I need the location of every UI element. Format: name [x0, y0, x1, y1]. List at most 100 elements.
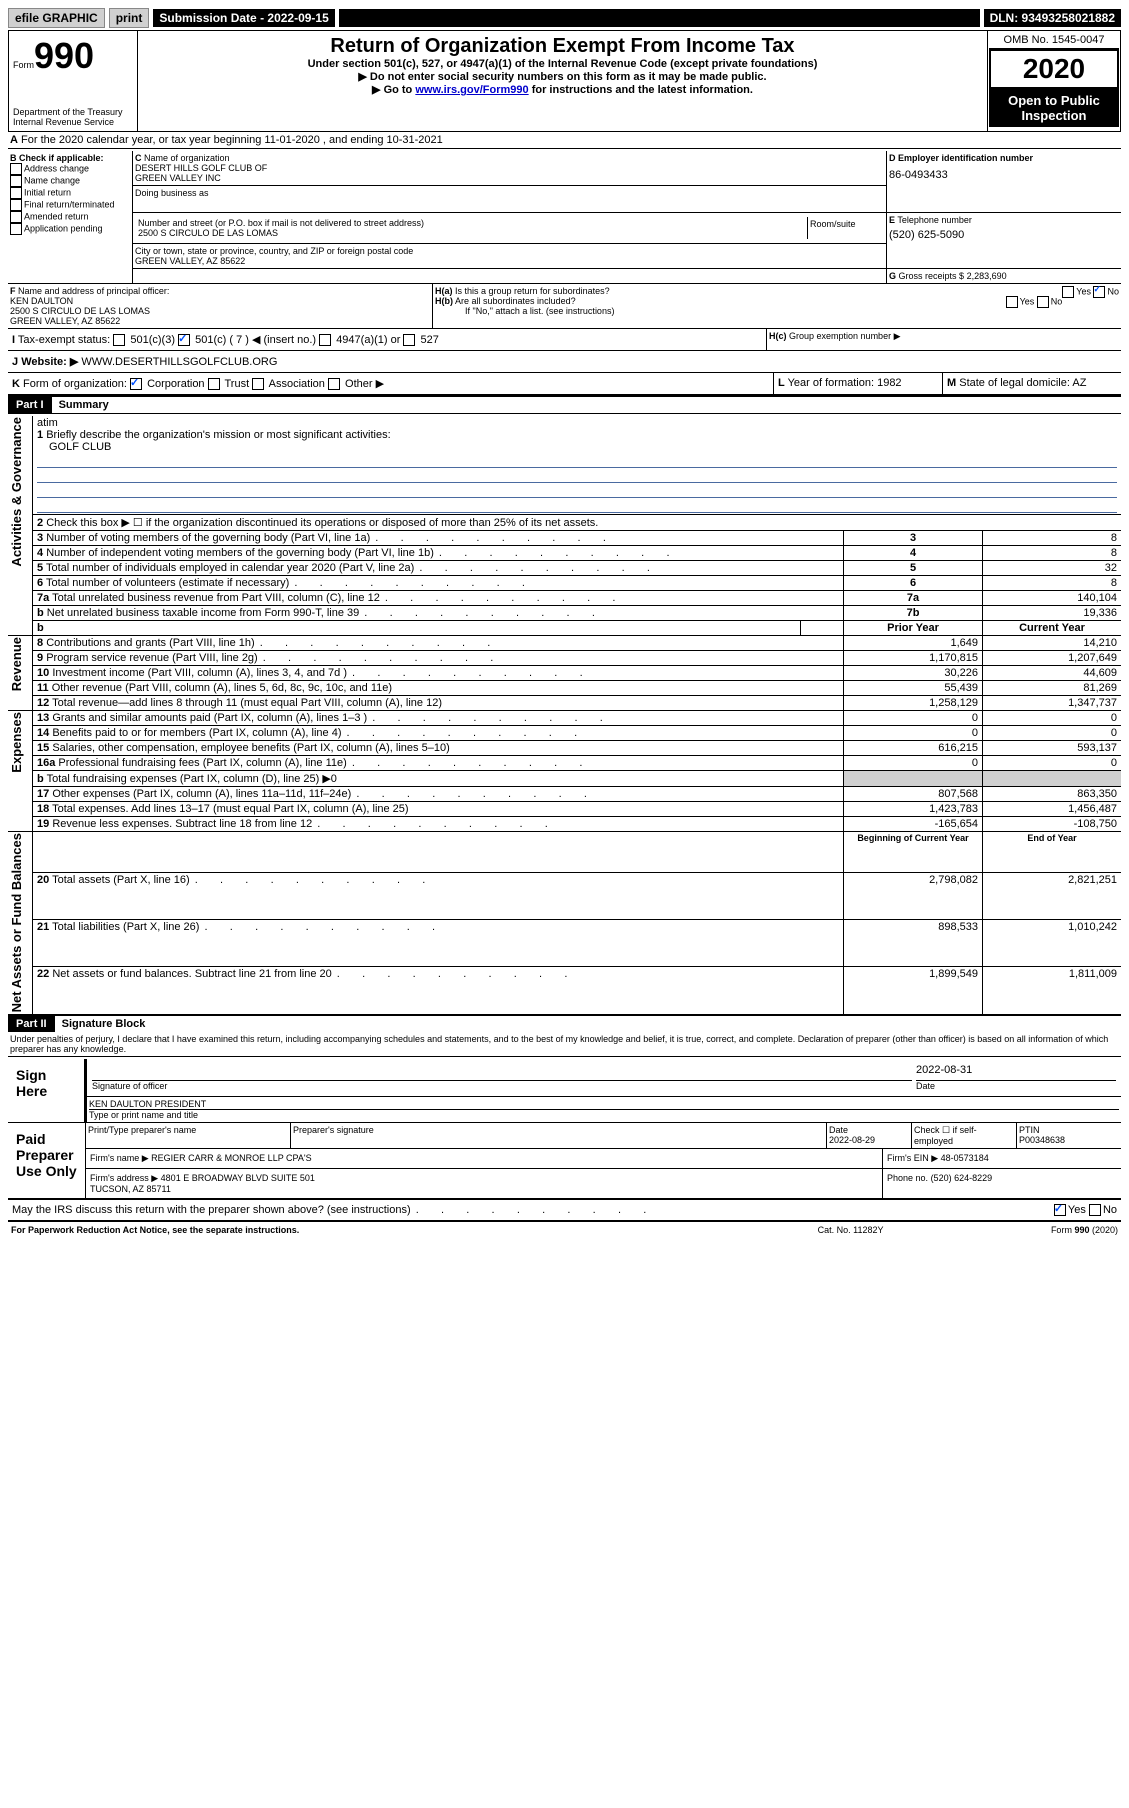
cat-no: Cat. No. 11282Y [763, 1224, 939, 1236]
firm-ein: 48-0573184 [941, 1153, 989, 1163]
addr-value: 2500 S CIRCULO DE LAS LOMAS [138, 228, 804, 238]
cb-initial-return[interactable]: Initial return [10, 187, 130, 199]
cb-501c3[interactable] [113, 334, 125, 346]
yearform-label: Year of formation: [788, 377, 874, 389]
ein-value: 86-0493433 [889, 163, 1119, 187]
cb-other[interactable] [328, 378, 340, 390]
ein-label: Employer identification number [898, 153, 1033, 163]
officer-name: KEN DAULTON [10, 296, 430, 306]
form-footer: Form 990 (2020) [940, 1224, 1119, 1236]
cb-trust[interactable] [208, 378, 220, 390]
tax-status-label: Tax-exempt status: [18, 334, 110, 346]
domicile-value: AZ [1072, 377, 1086, 389]
side-label-net: Net Assets or Fund Balances [9, 833, 24, 1012]
cb-amended-return[interactable]: Amended return [10, 211, 130, 223]
signature-block: Sign Here Signature of officer 2022-08-3… [8, 1059, 1121, 1200]
form-title: Return of Organization Exempt From Incom… [142, 35, 983, 58]
side-label-ag: Activities & Governance [9, 417, 24, 567]
sig-date-label: Date [916, 1081, 1116, 1091]
firm-ein-label: Firm's EIN ▶ [887, 1153, 938, 1163]
cb-address-change[interactable]: Address change [10, 163, 130, 175]
formorg-label: Form of organization: [23, 378, 127, 390]
cb-corp[interactable] [130, 378, 142, 390]
omb-number: OMB No. 1545-0047 [989, 32, 1119, 49]
firm-addr-label: Firm's address ▶ [90, 1173, 158, 1183]
submission-date: Submission Date - 2022-09-15 [153, 9, 334, 27]
officer-label: Name and address of principal officer: [18, 286, 169, 296]
form-note2: ▶ Go to www.irs.gov/Form990 for instruct… [142, 83, 983, 96]
prep-date: 2022-08-29 [829, 1135, 875, 1145]
prep-phone: (520) 624-8229 [931, 1173, 993, 1183]
col-current: Current Year [983, 621, 1122, 636]
col-begin: Beginning of Current Year [844, 832, 983, 873]
side-label-rev: Revenue [9, 637, 24, 691]
website-value: WWW.DESERTHILLSGOLFCLUB.ORG [81, 356, 277, 368]
cb-name-change[interactable]: Name change [10, 175, 130, 187]
form-subtitle: Under section 501(c), 527, or 4947(a)(1)… [142, 58, 983, 70]
officer-addr: 2500 S CIRCULO DE LAS LOMAS GREEN VALLEY… [10, 306, 430, 326]
ha-label: Is this a group return for subordinates? [455, 286, 610, 296]
l2-text: Check this box ▶ ☐ if the organization d… [46, 517, 598, 529]
sig-officer-label: Signature of officer [92, 1081, 912, 1091]
org-name-label: Name of organization [144, 153, 230, 163]
cb-527[interactable] [403, 334, 415, 346]
prep-sig-label: Preparer's signature [291, 1123, 827, 1148]
row-text: Number of voting members of the governin… [46, 532, 608, 544]
part1-header: Part I Summary [8, 396, 1121, 414]
penalties-text: Under penalties of perjury, I declare th… [8, 1032, 1121, 1057]
top-bar: efile GRAPHIC print Submission Date - 20… [8, 8, 1121, 28]
form-number: 990 [34, 35, 94, 76]
cb-4947[interactable] [319, 334, 331, 346]
prep-name-label: Print/Type preparer's name [86, 1123, 291, 1148]
hb-label: Are all subordinates included? [455, 296, 576, 306]
l1-value: GOLF CLUB [37, 441, 1117, 453]
hc-label: Group exemption number ▶ [789, 331, 900, 341]
col-end: End of Year [983, 832, 1122, 873]
phone-label: Telephone number [897, 215, 972, 225]
dln-label: DLN: 93493258021882 [984, 9, 1121, 27]
tax-year: 2020 [989, 49, 1119, 89]
officer-typed-name: KEN DAULTON PRESIDENT [89, 1099, 1119, 1109]
form-note1: ▶ Do not enter social security numbers o… [142, 70, 983, 83]
sign-here-label: Sign Here [8, 1059, 86, 1123]
firm-name: REGIER CARR & MONROE LLP CPA'S [151, 1153, 311, 1163]
prep-check-label: Check ☐ if self-employed [912, 1123, 1017, 1148]
ptin-value: P00348638 [1019, 1135, 1065, 1145]
paperwork-notice: For Paperwork Reduction Act Notice, see … [10, 1224, 761, 1236]
dba-label: Doing business as [135, 188, 884, 198]
prep-date-label: Date [829, 1125, 848, 1135]
prep-phone-label: Phone no. [887, 1173, 928, 1183]
print-button[interactable]: print [109, 8, 150, 28]
yearform-value: 1982 [877, 377, 901, 389]
cb-application-pending[interactable]: Application pending [10, 223, 130, 235]
paid-preparer-label: Paid Preparer Use Only [8, 1122, 86, 1199]
website-label: Website: ▶ [21, 356, 78, 368]
dept-label: Department of the Treasury [13, 107, 133, 117]
l1-label: Briefly describe the organization's miss… [46, 429, 390, 441]
form-header: Form990 Department of the Treasury Inter… [8, 30, 1121, 132]
cb-assoc[interactable] [252, 378, 264, 390]
gross-label: Gross receipts $ [899, 271, 965, 281]
domicile-label: State of legal domicile: [959, 377, 1070, 389]
addr-label: Number and street (or P.O. box if mail i… [138, 218, 804, 228]
discuss-line: May the IRS discuss this return with the… [8, 1200, 1121, 1222]
section-b-label: B Check if applicable: [10, 153, 130, 163]
gross-value: 2,283,690 [967, 271, 1007, 281]
form990-link[interactable]: www.irs.gov/Form990 [415, 84, 528, 96]
part1-table: Activities & Governance atim 1 Briefly d… [8, 416, 1121, 1015]
city-label: City or town, state or province, country… [135, 246, 884, 256]
efile-label: efile GRAPHIC [8, 8, 105, 28]
city-value: GREEN VALLEY, AZ 85622 [135, 256, 884, 266]
ptin-label: PTIN [1019, 1125, 1040, 1135]
room-label: Room/suite [807, 217, 882, 239]
sig-date: 2022-08-31 [916, 1064, 1116, 1081]
type-name-label: Type or print name and title [89, 1109, 1119, 1120]
line-a: A For the 2020 calendar year, or tax yea… [8, 132, 1121, 149]
cb-501c[interactable] [178, 334, 190, 346]
open-public-label: Open to Public Inspection [989, 89, 1119, 127]
phone-value: (520) 625-5090 [889, 225, 1119, 245]
cb-final-return[interactable]: Final return/terminated [10, 199, 130, 211]
row-value: 8 [983, 531, 1122, 546]
side-label-exp: Expenses [9, 712, 24, 773]
form-label: Form [13, 60, 34, 70]
